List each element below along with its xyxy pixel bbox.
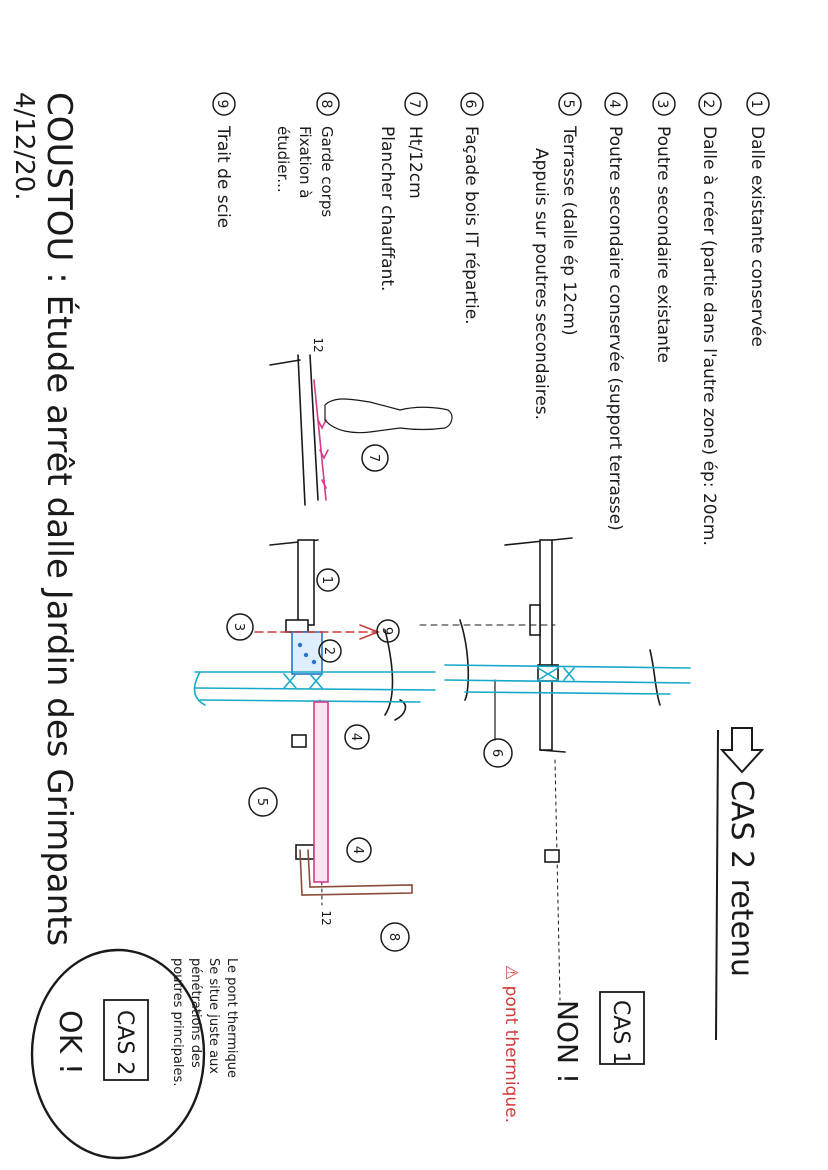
- legend-num: 5: [560, 100, 576, 109]
- case1-section: [419, 537, 661, 1001]
- case2-note-line: pénétrations des: [188, 958, 203, 1068]
- case2-note-line: Se situe juste aux: [206, 958, 221, 1074]
- case1-verdict: NON !: [551, 1000, 584, 1084]
- level-bottom: 12: [319, 910, 333, 925]
- legend-num: 9: [214, 100, 230, 109]
- callout-4a: 4: [348, 733, 363, 741]
- case1-thermal-bridge-note: ⚠ pont thermique.: [501, 965, 521, 1123]
- legend-item-8: 8 Garde corps Fixation à étudier...: [274, 92, 340, 217]
- case2-terrace: [313, 379, 329, 883]
- legend-num: 4: [606, 100, 622, 109]
- legend-text: étudier...: [274, 126, 292, 193]
- callouts: [226, 444, 513, 952]
- legend-text: Ht/12cm: [405, 126, 425, 199]
- legend-text: Poutre secondaire existante: [653, 126, 673, 363]
- level-top: 12: [311, 337, 325, 352]
- legend-item-4: 4 Poutre secondaire conservée (support t…: [604, 92, 628, 531]
- legend-text: Dalle à créer (partie dans l'autre zone)…: [699, 126, 719, 546]
- legend-text: Poutre secondaire conservée (support ter…: [605, 126, 625, 531]
- case2-saw-cut: [254, 624, 381, 640]
- legend-item-6: 6 Façade bois IT répartie.: [460, 92, 484, 325]
- case2-note-line: Le pont thermique: [224, 958, 239, 1078]
- legend-item-9: 9 Trait de scie: [212, 92, 236, 228]
- legend: 1 Dalle existante conservée 2 Dalle à cr…: [212, 92, 770, 546]
- callout-5: 5: [254, 798, 269, 806]
- case1-facade: [444, 664, 691, 695]
- case1-block: CAS 1 NON ! ⚠ pont thermique.: [501, 965, 645, 1123]
- case2-guardrail: [299, 849, 413, 896]
- callout-2: 2: [321, 647, 336, 655]
- legend-text: Façade bois IT répartie.: [461, 126, 481, 325]
- callout-8: 8: [386, 933, 401, 941]
- legend-text: Trait de scie: [213, 125, 233, 228]
- legend-num: 3: [654, 100, 670, 109]
- arrow-right-icon: [719, 727, 765, 774]
- callout-6: 6: [489, 749, 504, 757]
- case2-block: CAS 2 OK ! Le pont thermique Se situe ju…: [30, 948, 239, 1160]
- legend-num: 2: [700, 100, 716, 109]
- legend-text: Plancher chauffant.: [377, 126, 397, 291]
- callout-4b: 4: [350, 846, 365, 854]
- case1-label: CAS 1: [608, 1000, 633, 1065]
- legend-text: Appuis sur poutres secondaires.: [531, 148, 551, 420]
- legend-num: 8: [318, 100, 334, 109]
- callout-9: 9: [379, 627, 394, 635]
- page-date: 4/12/20.: [9, 92, 39, 201]
- case2-facade: [193, 671, 436, 706]
- legend-item-7: 7 Ht/12cm Plancher chauffant.: [377, 92, 428, 291]
- callout-labels: 7 1 9 2 3 4 6 5 4 8 12 12: [231, 337, 504, 941]
- case2-new-slab: [291, 631, 323, 675]
- callout-3: 3: [231, 623, 246, 631]
- legend-text: Terrasse (dalle ép 12cm): [559, 125, 579, 336]
- section-drawings: [193, 354, 691, 1001]
- case2-label: CAS 2: [112, 1010, 137, 1075]
- legend-item-5: 5 Terrasse (dalle ép 12cm) Appuis sur po…: [531, 92, 582, 420]
- legend-num: 1: [748, 100, 764, 109]
- page-title: COUSTOU : Étude arrêt dalle Jardin des G…: [39, 92, 80, 946]
- legend-item-1: 1 Dalle existante conservée: [746, 92, 770, 347]
- legend-num: 7: [406, 100, 422, 109]
- case-decision: CAS 2 retenu: [715, 727, 765, 1041]
- legend-num: 6: [462, 100, 478, 109]
- case2-note-line: poutres principales.: [170, 958, 185, 1086]
- callout-7: 7: [366, 454, 381, 462]
- case2-verdict: OK !: [52, 1010, 87, 1075]
- legend-item-2: 2 Dalle à créer (partie dans l'autre zon…: [698, 92, 722, 546]
- person-figure-icon: [324, 398, 453, 434]
- legend-item-3: 3 Poutre secondaire existante: [652, 92, 676, 363]
- rotated-text-layer: 1 Dalle existante conservée 2 Dalle à cr…: [9, 92, 770, 1160]
- legend-text: Garde corps: [318, 126, 336, 217]
- case-retained: CAS 2 retenu: [724, 780, 759, 977]
- legend-text: Fixation à: [296, 126, 314, 198]
- callout-1: 1: [319, 576, 334, 584]
- legend-text: Dalle existante conservée: [747, 126, 767, 347]
